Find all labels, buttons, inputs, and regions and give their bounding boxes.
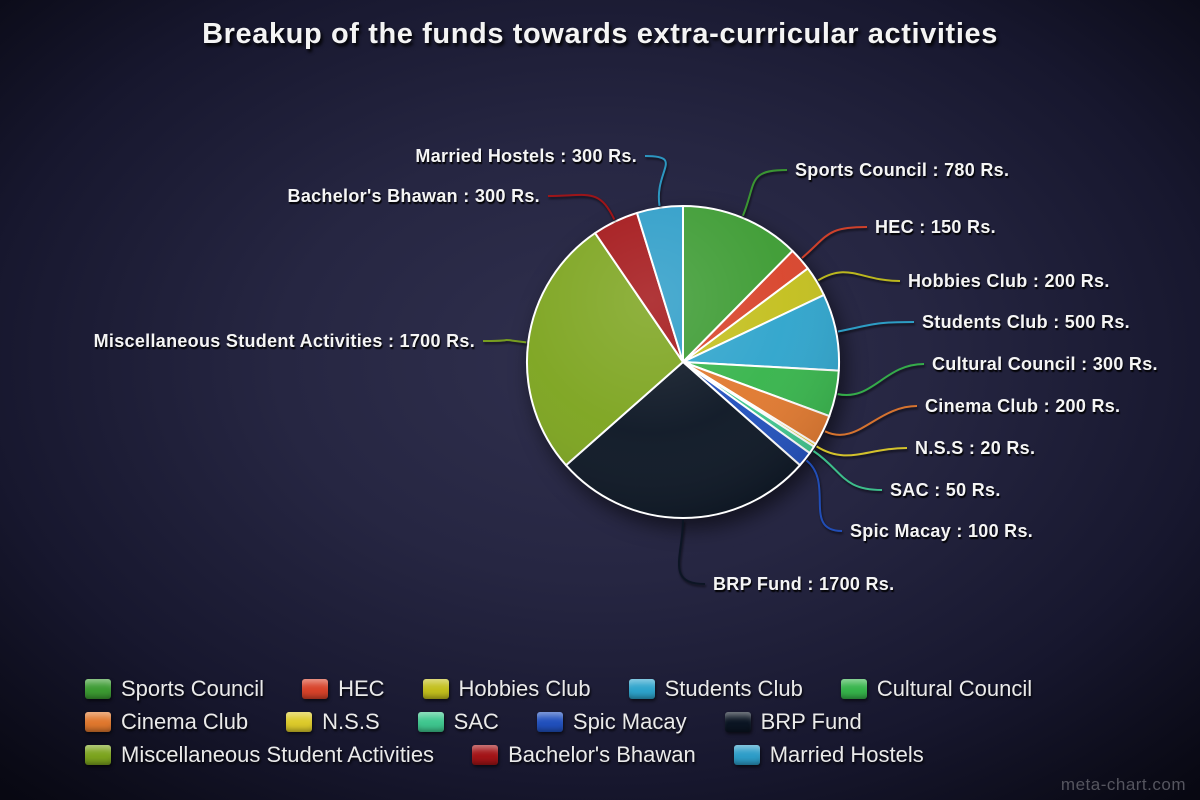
legend-label: Miscellaneous Student Activities <box>121 742 435 767</box>
legend-swatch-icon <box>85 712 111 732</box>
slice-label-students-club: Students Club : 500 Rs. <box>922 312 1130 332</box>
slice-label-sports-council: Sports Council : 780 Rs. <box>795 160 1009 180</box>
legend-label: Students Club <box>664 676 803 701</box>
leader-line-sac <box>812 450 883 491</box>
legend-item-hobbies-club: Hobbies Club <box>422 676 591 702</box>
legend-item-students-club: Students Club <box>628 676 803 702</box>
slice-label-n-s-s: N.S.S : 20 Rs. <box>915 438 1035 458</box>
legend-swatch-icon <box>733 745 760 765</box>
legend-label: HEC <box>338 676 385 701</box>
leader-line-spic-macay <box>805 459 843 532</box>
legend-item-hec: HEC <box>302 676 385 702</box>
leader-line-brp-fund <box>677 519 706 585</box>
legend-item-bachelor-s-bhawan: Bachelor's Bhawan <box>472 742 696 768</box>
legend-swatch-icon <box>628 679 655 699</box>
watermark: meta-chart.com <box>1060 775 1186 794</box>
legend-swatch-icon <box>302 679 329 699</box>
legend-swatch-icon <box>85 679 111 699</box>
legend-swatch-icon <box>536 712 563 732</box>
legend-swatch-icon <box>417 712 444 732</box>
legend-label: Cultural Council <box>876 676 1033 701</box>
slice-label-hobbies-club: Hobbies Club : 200 Rs. <box>908 271 1110 291</box>
slice-label-cinema-club: Cinema Club : 200 Rs. <box>925 396 1120 416</box>
legend: Sports Council HEC Hobbies Club Students Cl… <box>85 676 1200 768</box>
legend-label: Married Hostels <box>769 742 924 767</box>
legend-item-cinema-club: Cinema Club <box>85 709 248 735</box>
legend-swatch-icon <box>840 679 867 699</box>
legend-label: N.S.S <box>322 709 380 734</box>
legend-item-n-s-s: N.S.S <box>286 709 380 735</box>
legend-label: BRP Fund <box>760 709 862 734</box>
leader-line-cultural-council <box>837 363 925 397</box>
leader-line-students-club <box>837 321 915 333</box>
leader-line-sports-council <box>741 169 788 217</box>
leader-line-bachelor-s-bhawan <box>547 193 616 221</box>
legend-label: Spic Macay <box>572 709 687 734</box>
legend-item-married-hostels: Married Hostels <box>733 742 924 768</box>
slice-label-miscellaneous-student-activities: Miscellaneous Student Activities : 1700 … <box>94 331 475 351</box>
legend-label: Sports Council <box>121 676 265 701</box>
slice-label-married-hostels: Married Hostels : 300 Rs. <box>415 146 637 166</box>
slice-label-sac: SAC : 50 Rs. <box>890 480 1001 500</box>
legend-item-brp-fund: BRP Fund <box>724 709 862 735</box>
legend-item-spic-macay: Spic Macay <box>536 709 687 735</box>
legend-label: Hobbies Club <box>458 676 591 701</box>
slice-label-spic-macay: Spic Macay : 100 Rs. <box>850 521 1033 541</box>
legend-swatch-icon <box>472 745 499 765</box>
chart-title: Breakup of the funds towards extra-curri… <box>202 18 998 50</box>
legend-item-sports-council: Sports Council <box>85 676 264 702</box>
slice-label-hec: HEC : 150 Rs. <box>875 217 996 237</box>
leader-line-married-hostels <box>644 155 667 206</box>
legend-item-cultural-council: Cultural Council <box>840 676 1033 702</box>
slice-label-brp-fund: BRP Fund : 1700 Rs. <box>713 574 894 594</box>
legend-label: Bachelor's Bhawan <box>508 742 696 767</box>
legend-item-sac: SAC <box>417 709 499 735</box>
legend-swatch-icon <box>724 712 751 732</box>
legend-swatch-icon <box>422 679 449 699</box>
legend-swatch-icon <box>85 745 111 765</box>
leader-line-hobbies-club <box>817 271 901 282</box>
legend-swatch-icon <box>286 712 313 732</box>
leader-line-n-s-s <box>816 445 908 457</box>
legend-label: SAC <box>453 709 499 734</box>
slice-label-cultural-council: Cultural Council : 300 Rs. <box>932 354 1158 374</box>
leader-line-hec <box>801 226 868 259</box>
leader-line-cinema-club <box>824 405 918 436</box>
legend-label: Cinema Club <box>121 709 249 734</box>
legend-item-miscellaneous-student-activities: Miscellaneous Student Activities <box>85 742 434 768</box>
leader-line-miscellaneous-student-activities <box>482 338 527 344</box>
slice-label-bachelor-s-bhawan: Bachelor's Bhawan : 300 Rs. <box>288 186 540 206</box>
